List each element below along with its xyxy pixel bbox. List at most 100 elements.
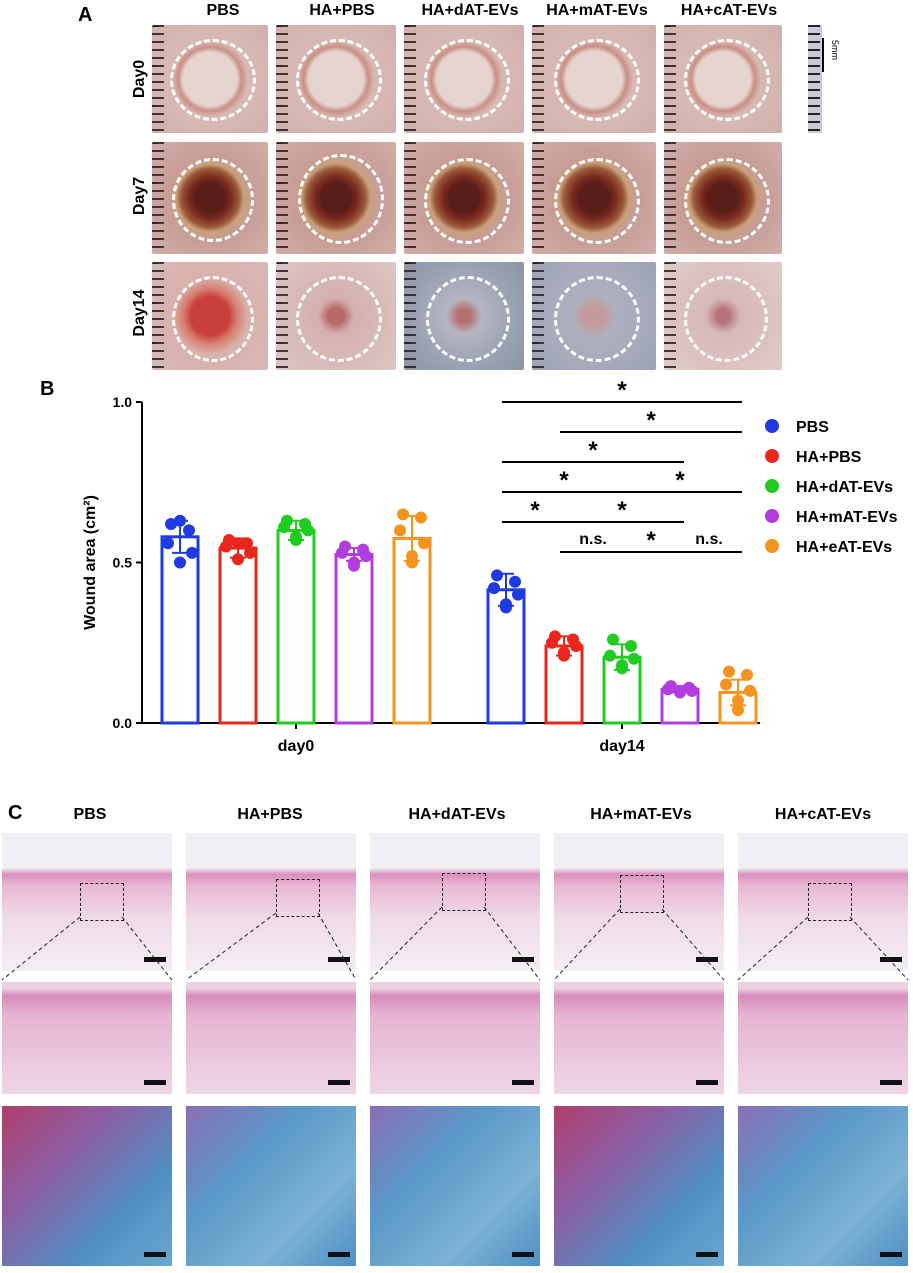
bar-2-0	[276, 528, 316, 725]
data-point	[500, 601, 512, 614]
data-point	[512, 588, 524, 601]
masson-ha-pbs	[186, 1106, 356, 1266]
wound-photo-day14-ha-mat	[532, 262, 656, 370]
data-point	[232, 553, 244, 566]
panel-c-col-ha-dat: HA+dAT-EVs	[408, 806, 506, 823]
panel-c-letter: C	[8, 802, 23, 824]
wound-photo-day14-ha-dat	[404, 262, 524, 370]
significance-label: *	[646, 407, 656, 434]
he-low-ha-dat	[370, 833, 540, 971]
data-point	[732, 704, 744, 717]
data-point	[302, 524, 314, 537]
he-high-ha-cat	[738, 982, 908, 1094]
y-tick-label: 0.5	[113, 555, 133, 571]
legend-marker	[765, 539, 779, 553]
data-point	[686, 684, 698, 697]
panel-a-col-pbs: PBS	[206, 2, 240, 19]
data-point	[415, 511, 427, 524]
wound-photo-day0-pbs	[152, 25, 268, 133]
panel-c-col-ha-cat: HA+cAT-EVs	[774, 806, 872, 823]
panel-a-letter: A	[78, 4, 93, 26]
he-high-ha-mat	[554, 982, 724, 1094]
wound-photo-day14-ha-pbs	[276, 262, 396, 370]
panel-c-col-ha-pbs: HA+PBS	[237, 806, 303, 823]
legend-label: HA+PBS	[796, 449, 862, 466]
wound-photo-day0-ha-pbs	[276, 25, 396, 133]
data-point	[397, 508, 409, 521]
data-point	[165, 517, 177, 530]
panel-b-letter: B	[40, 378, 55, 400]
panel-a-col-ha-cat: HA+cAT-EVs	[680, 2, 778, 19]
data-point	[418, 537, 430, 550]
legend-label: HA+eAT-EVs	[796, 539, 892, 556]
panel-a-col-ha-mat: HA+mAT-EVs	[546, 2, 648, 19]
data-point	[174, 514, 186, 527]
he-high-ha-dat	[370, 982, 540, 1094]
he-low-pbs	[2, 833, 172, 971]
data-point	[348, 559, 360, 572]
panel-c-col-ha-mat: HA+mAT-EVs	[590, 806, 692, 823]
wound-area-chart: 0.0 0.5 1.0 Wound area (cm²) day0 day14 * * * * *…	[82, 380, 898, 755]
wound-photo-day14-ha-cat	[664, 262, 782, 370]
significance-label: *	[617, 380, 627, 404]
legend-label: HA+dAT-EVs	[796, 479, 893, 496]
significance-label: n.s.	[579, 531, 607, 548]
scale-bar-5mm	[822, 38, 824, 72]
data-point	[558, 649, 570, 662]
data-point	[628, 652, 640, 665]
zoom-connector-lines	[1, 906, 909, 981]
legend-marker	[765, 419, 779, 433]
he-high-ha-pbs	[186, 982, 356, 1094]
data-point	[220, 540, 232, 553]
data-point	[546, 636, 558, 649]
wound-photo-day7-ha-mat	[532, 142, 656, 254]
data-point	[336, 546, 348, 559]
significance-label: *	[559, 467, 569, 494]
data-point	[662, 683, 674, 696]
bar-3-0	[334, 552, 374, 725]
data-point	[183, 524, 195, 537]
wound-photo-day0-ha-cat	[664, 25, 782, 133]
data-point	[290, 534, 302, 547]
bar-1-0	[218, 546, 258, 725]
he-low-ha-pbs	[186, 833, 356, 971]
data-point	[732, 694, 744, 707]
data-point	[186, 546, 198, 559]
legend-marker	[765, 449, 779, 463]
scale-label: 5mm	[830, 40, 840, 60]
data-point	[278, 521, 290, 534]
panel-a-row-day7: Day7	[131, 176, 148, 216]
masson-ha-cat	[738, 1106, 908, 1266]
panel-a-row-day0: Day0	[131, 59, 148, 99]
significance-label: *	[675, 467, 685, 494]
data-point	[720, 678, 732, 691]
data-point	[244, 546, 256, 559]
significance-label: *	[588, 437, 598, 464]
significance-label: *	[646, 527, 656, 554]
data-point	[604, 649, 616, 662]
panel-a-col-ha-dat: HA+dAT-EVs	[421, 2, 519, 19]
he-low-ha-cat	[738, 833, 908, 971]
data-point	[241, 537, 253, 550]
wound-photo-day7-pbs	[152, 142, 268, 254]
panel-a-col-ha-pbs: HA+PBS	[309, 2, 375, 19]
data-point	[744, 684, 756, 697]
data-point	[394, 524, 406, 537]
y-axis-label: Wound area (cm²)	[82, 495, 99, 630]
x-tick-label: day0	[278, 738, 315, 755]
legend-label: HA+mAT-EVs	[796, 509, 898, 526]
significance-label: *	[617, 497, 627, 524]
data-point	[406, 556, 418, 569]
panel-c-col-pbs: PBS	[73, 806, 107, 823]
significance-label: n.s.	[695, 531, 723, 548]
data-point	[570, 639, 582, 652]
data-point	[625, 639, 637, 652]
data-point	[162, 537, 174, 550]
data-point	[741, 668, 753, 681]
data-point	[491, 569, 503, 582]
scale-ruler	[808, 25, 822, 133]
significance-label: *	[530, 497, 540, 524]
data-point	[174, 556, 186, 569]
masson-pbs	[2, 1106, 172, 1266]
wound-photo-day0-ha-mat	[532, 25, 656, 133]
